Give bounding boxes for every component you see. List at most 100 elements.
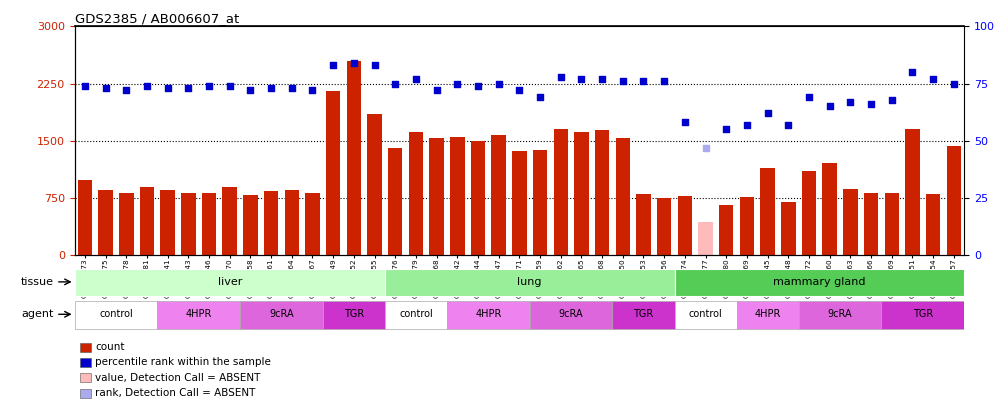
Bar [675, 301, 737, 328]
Point [428, 87, 444, 94]
Text: 9cRA: 9cRA [269, 309, 294, 319]
Text: TGR: TGR [344, 309, 364, 319]
Bar [798, 301, 882, 328]
Text: percentile rank within the sample: percentile rank within the sample [95, 358, 271, 367]
Bar [699, 222, 713, 255]
Bar [657, 198, 671, 255]
Bar [760, 168, 775, 255]
Bar [284, 190, 299, 255]
Text: 4HPR: 4HPR [754, 309, 781, 319]
Bar [368, 114, 382, 255]
Point [449, 80, 465, 87]
Bar [612, 301, 675, 328]
Bar [160, 190, 175, 255]
Point [946, 80, 962, 87]
Bar [409, 132, 423, 255]
Point [677, 119, 693, 126]
Text: 9cRA: 9cRA [559, 309, 583, 319]
Bar [946, 146, 961, 255]
Point [759, 110, 775, 117]
Bar [554, 128, 568, 255]
Point [491, 80, 507, 87]
Point [408, 76, 423, 82]
Text: agent: agent [22, 309, 54, 319]
Bar [447, 301, 530, 328]
Bar [594, 130, 609, 255]
Point [615, 78, 631, 85]
Bar [385, 269, 675, 296]
Point [698, 144, 714, 151]
Bar [181, 193, 196, 255]
Point [180, 85, 196, 92]
Bar [385, 301, 447, 328]
Point [346, 60, 362, 66]
Point [863, 101, 879, 107]
Bar [450, 137, 464, 255]
Point [594, 76, 610, 82]
Bar [822, 163, 837, 255]
Bar [471, 141, 485, 255]
Bar [575, 132, 588, 255]
Text: mammary gland: mammary gland [773, 277, 866, 287]
Bar [140, 186, 154, 255]
Text: count: count [95, 342, 125, 352]
Bar [781, 202, 795, 255]
Bar [75, 269, 385, 296]
Point [304, 87, 320, 94]
Bar [740, 197, 754, 255]
Bar [864, 193, 879, 255]
Point [905, 69, 920, 75]
Point [635, 78, 651, 85]
Point [263, 85, 279, 92]
Bar [119, 193, 133, 255]
Text: liver: liver [218, 277, 242, 287]
Point [553, 73, 569, 80]
Bar [885, 193, 899, 255]
Text: tissue: tissue [21, 277, 54, 287]
Point [77, 83, 92, 89]
Text: 9cRA: 9cRA [828, 309, 853, 319]
Text: control: control [399, 309, 432, 319]
Text: GDS2385 / AB006607_at: GDS2385 / AB006607_at [75, 12, 239, 25]
Point [139, 83, 155, 89]
Bar [75, 301, 157, 328]
Bar [512, 151, 527, 255]
Text: TGR: TGR [633, 309, 654, 319]
Bar [530, 301, 612, 328]
Point [388, 80, 404, 87]
Point [367, 62, 383, 68]
Bar [157, 301, 241, 328]
Point [284, 85, 300, 92]
Point [325, 62, 341, 68]
Bar [388, 148, 403, 255]
Bar [615, 138, 630, 255]
Text: rank, Detection Call = ABSENT: rank, Detection Call = ABSENT [95, 388, 255, 398]
Text: control: control [99, 309, 133, 319]
Point [574, 76, 589, 82]
Point [719, 126, 735, 132]
Bar [802, 171, 816, 255]
Bar [882, 301, 964, 328]
Bar [263, 191, 278, 255]
Bar [925, 194, 940, 255]
Point [243, 87, 258, 94]
Bar [202, 193, 217, 255]
Text: value, Detection Call = ABSENT: value, Detection Call = ABSENT [95, 373, 260, 383]
Bar [347, 61, 361, 255]
Bar [244, 195, 257, 255]
Point [925, 76, 941, 82]
Bar [98, 190, 113, 255]
Point [532, 94, 548, 100]
Bar [533, 150, 548, 255]
Point [843, 98, 859, 105]
Point [739, 122, 754, 128]
Point [801, 94, 817, 100]
Bar [719, 205, 734, 255]
Bar [678, 196, 692, 255]
Bar [78, 180, 92, 255]
Bar [843, 189, 858, 255]
Text: 4HPR: 4HPR [475, 309, 502, 319]
Point [97, 85, 113, 92]
Point [470, 83, 486, 89]
Point [222, 83, 238, 89]
